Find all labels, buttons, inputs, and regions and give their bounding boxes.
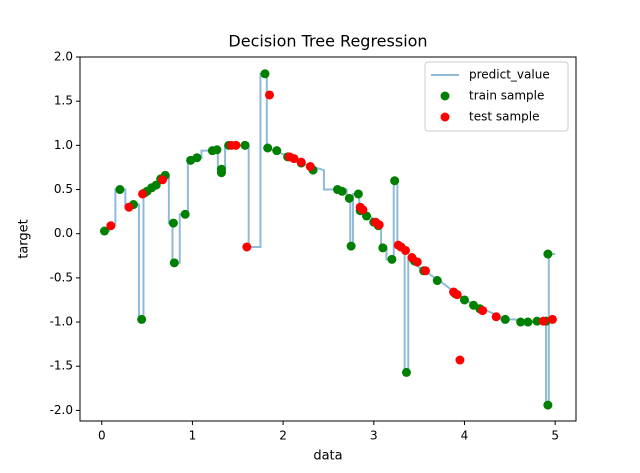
point <box>432 276 442 286</box>
point <box>192 153 202 163</box>
y-tick-label: 1.5 <box>54 94 73 108</box>
point <box>374 220 384 230</box>
y-tick-label: -2.0 <box>50 403 73 417</box>
point <box>516 317 526 327</box>
point <box>168 218 178 228</box>
point <box>260 69 270 79</box>
point <box>272 146 282 156</box>
y-axis-label: target <box>17 219 32 259</box>
point <box>358 205 368 215</box>
x-axis-label: data <box>313 449 342 464</box>
y-tick-label: 1.0 <box>54 138 73 152</box>
point <box>263 143 273 153</box>
point <box>242 242 252 252</box>
y-tick-label: -0.5 <box>50 270 73 284</box>
point <box>180 209 190 219</box>
y-tick-label: -1.5 <box>50 359 73 373</box>
point <box>115 185 125 195</box>
point <box>337 186 347 196</box>
point <box>491 312 501 322</box>
point <box>212 145 222 155</box>
x-tick-label: 1 <box>189 429 197 443</box>
y-tick-label: 2.0 <box>54 50 73 64</box>
y-tick-label: -1.0 <box>50 315 73 329</box>
point <box>387 254 397 264</box>
point <box>523 317 533 327</box>
x-tick-label: 3 <box>370 429 378 443</box>
point <box>500 314 510 324</box>
point <box>346 241 356 251</box>
point <box>538 316 548 326</box>
point <box>305 162 315 172</box>
point <box>378 243 388 253</box>
point <box>455 355 465 365</box>
y-tick-label: 0.5 <box>54 182 73 196</box>
legend-label: test sample <box>469 110 540 124</box>
point <box>124 202 134 212</box>
legend-marker <box>440 91 450 101</box>
point <box>401 245 411 255</box>
point <box>401 367 411 377</box>
point <box>216 168 226 178</box>
point <box>240 140 250 150</box>
x-tick-label: 4 <box>461 429 469 443</box>
x-tick-label: 0 <box>98 429 106 443</box>
chart-title: Decision Tree Regression <box>228 32 427 51</box>
point <box>99 226 109 236</box>
point <box>296 157 306 167</box>
point <box>412 257 422 267</box>
legend-label: predict_value <box>469 68 550 82</box>
point <box>151 180 161 190</box>
point <box>420 266 430 276</box>
x-tick-label: 2 <box>279 429 287 443</box>
y-tick-label: 0.0 <box>54 226 73 240</box>
point <box>452 290 462 300</box>
point <box>459 295 469 305</box>
legend-marker <box>440 112 450 122</box>
legend-box <box>424 61 569 132</box>
point <box>344 193 354 203</box>
point <box>158 175 168 185</box>
point <box>169 258 179 268</box>
point <box>547 314 557 324</box>
point <box>543 249 553 259</box>
point <box>106 221 116 231</box>
x-tick-label: 5 <box>551 429 559 443</box>
legend-label: train sample <box>469 89 544 103</box>
point <box>543 400 553 410</box>
point <box>265 90 275 100</box>
point <box>231 140 241 150</box>
point <box>137 314 147 324</box>
plot-frame <box>79 56 577 422</box>
point <box>532 316 542 326</box>
point <box>390 176 400 186</box>
point <box>289 154 299 164</box>
point <box>478 306 488 316</box>
point <box>353 189 363 199</box>
point <box>138 189 148 199</box>
